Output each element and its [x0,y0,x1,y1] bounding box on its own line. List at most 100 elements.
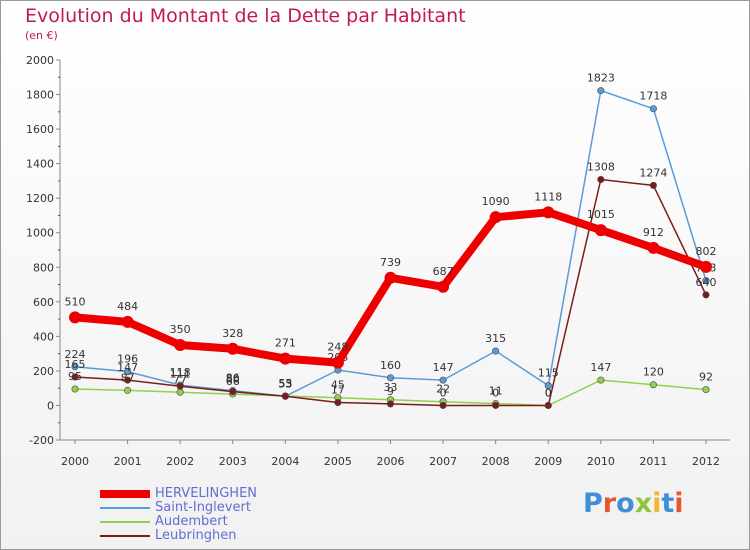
data-point-saint-inglevert [702,277,710,285]
data-point-leubringhen [597,176,605,184]
data-point-hervelinghen [437,280,450,293]
data-label-hervelinghen: 1015 [587,208,615,221]
y-tick-label: 800 [33,261,54,274]
x-tick-label: 2006 [377,455,405,468]
data-label-hervelinghen: 687 [433,265,454,278]
data-label-saint-inglevert: 115 [538,367,559,380]
x-tick-label: 2000 [61,455,89,468]
data-point-saint-inglevert [649,105,657,113]
data-label-saint-inglevert: 196 [117,353,138,366]
legend-swatch-hervelinghen [100,490,150,498]
data-point-leubringhen [124,376,132,384]
data-label-audembert: 0 [545,386,552,399]
data-label-leubringhen: 111 [170,367,191,380]
data-point-leubringhen [386,400,394,408]
data-label-audembert: 147 [590,361,611,374]
data-point-saint-inglevert [492,347,500,355]
data-label-saint-inglevert: 315 [485,332,506,345]
data-point-leubringhen [281,392,289,400]
data-label-audembert: 11 [489,385,503,398]
data-point-audembert [124,386,132,394]
data-label-leubringhen: 9 [387,385,394,398]
x-tick-label: 2001 [114,455,142,468]
x-tick-label: 2009 [534,455,562,468]
data-point-audembert [649,381,657,389]
series-line-hervelinghen [74,208,708,367]
data-label-saint-inglevert: 86 [226,372,240,385]
data-point-saint-inglevert [439,376,447,384]
data-point-hervelinghen [121,315,134,328]
data-label-hervelinghen: 484 [117,300,138,313]
y-tick-label: 0 [47,399,54,412]
x-tick-label: 2007 [429,455,457,468]
data-point-hervelinghen [594,224,607,237]
data-label-audembert: 55 [278,377,292,390]
data-point-audembert [597,376,605,384]
data-point-hervelinghen [279,352,292,365]
data-label-leubringhen: 147 [117,361,138,374]
data-point-leubringhen [176,382,184,390]
data-point-leubringhen [649,181,657,189]
data-point-hervelinghen [700,260,712,273]
proxiti-logo: Proxiti [583,488,684,519]
data-label-saint-inglevert: 160 [380,359,401,372]
x-tick-label: 2004 [271,455,299,468]
data-label-audembert: 92 [699,371,713,384]
data-label-hervelinghen: 350 [170,323,191,336]
data-label-saint-inglevert: 118 [170,366,191,379]
data-label-audembert: 22 [436,383,450,396]
data-label-leubringhen: 1308 [587,161,615,174]
legend-label-hervelinghen: HERVELINGHEN [155,486,258,501]
data-point-saint-inglevert [124,368,132,376]
data-point-leubringhen [492,401,500,409]
data-label-hervelinghen: 248 [327,341,348,354]
data-point-hervelinghen [489,211,502,224]
data-point-saint-inglevert [597,87,605,95]
chart-title: Evolution du Montant de la Dette par Hab… [25,5,466,27]
data-label-hervelinghen: 328 [222,327,243,340]
y-tick-label: 1400 [26,158,54,171]
data-label-hervelinghen: 912 [643,226,664,239]
data-label-leubringhen: 80 [226,373,240,386]
data-label-leubringhen: 1274 [639,166,667,179]
data-label-hervelinghen: 271 [275,337,296,350]
legend-label-saint-inglevert: Saint-Inglevert [155,500,251,515]
data-label-leubringhen: 0 [545,386,552,399]
data-point-leubringhen [544,401,552,409]
y-tick-label: -200 [29,434,54,447]
chart-subtitle: (en €) [25,29,58,42]
data-label-leubringhen: 0 [440,386,447,399]
data-point-leubringhen [71,373,79,381]
x-tick-label: 2005 [324,455,352,468]
data-label-hervelinghen: 1090 [482,195,510,208]
data-point-hervelinghen [384,271,397,284]
data-label-saint-inglevert: 1718 [639,90,667,103]
legend-swatch-leubringhen [100,535,150,537]
y-tick-label: 1800 [26,89,54,102]
x-tick-label: 2011 [639,455,667,468]
data-label-saint-inglevert: 147 [433,361,454,374]
y-tick-label: 2000 [26,54,54,67]
data-point-saint-inglevert [386,374,394,382]
data-label-hervelinghen: 1118 [534,190,562,203]
data-point-hervelinghen [226,342,239,355]
data-label-audembert: 120 [643,366,664,379]
data-label-audembert: 66 [226,375,240,388]
data-label-audembert: 33 [384,381,398,394]
data-point-audembert [702,386,710,394]
legend-swatch-saint-inglevert [100,507,150,509]
x-tick-label: 2010 [587,455,615,468]
data-point-hervelinghen [174,339,187,351]
data-label-hervelinghen: 802 [696,245,717,258]
x-tick-label: 2002 [166,455,194,468]
data-point-leubringhen [702,291,710,299]
data-label-leubringhen: 17 [331,384,345,397]
data-point-leubringhen [334,399,342,407]
data-label-audembert: 45 [331,379,345,392]
y-tick-label: 400 [33,330,54,343]
legend-label-audembert: Audembert [155,514,228,529]
x-tick-label: 2008 [482,455,510,468]
data-label-leubringhen: 640 [696,276,717,289]
